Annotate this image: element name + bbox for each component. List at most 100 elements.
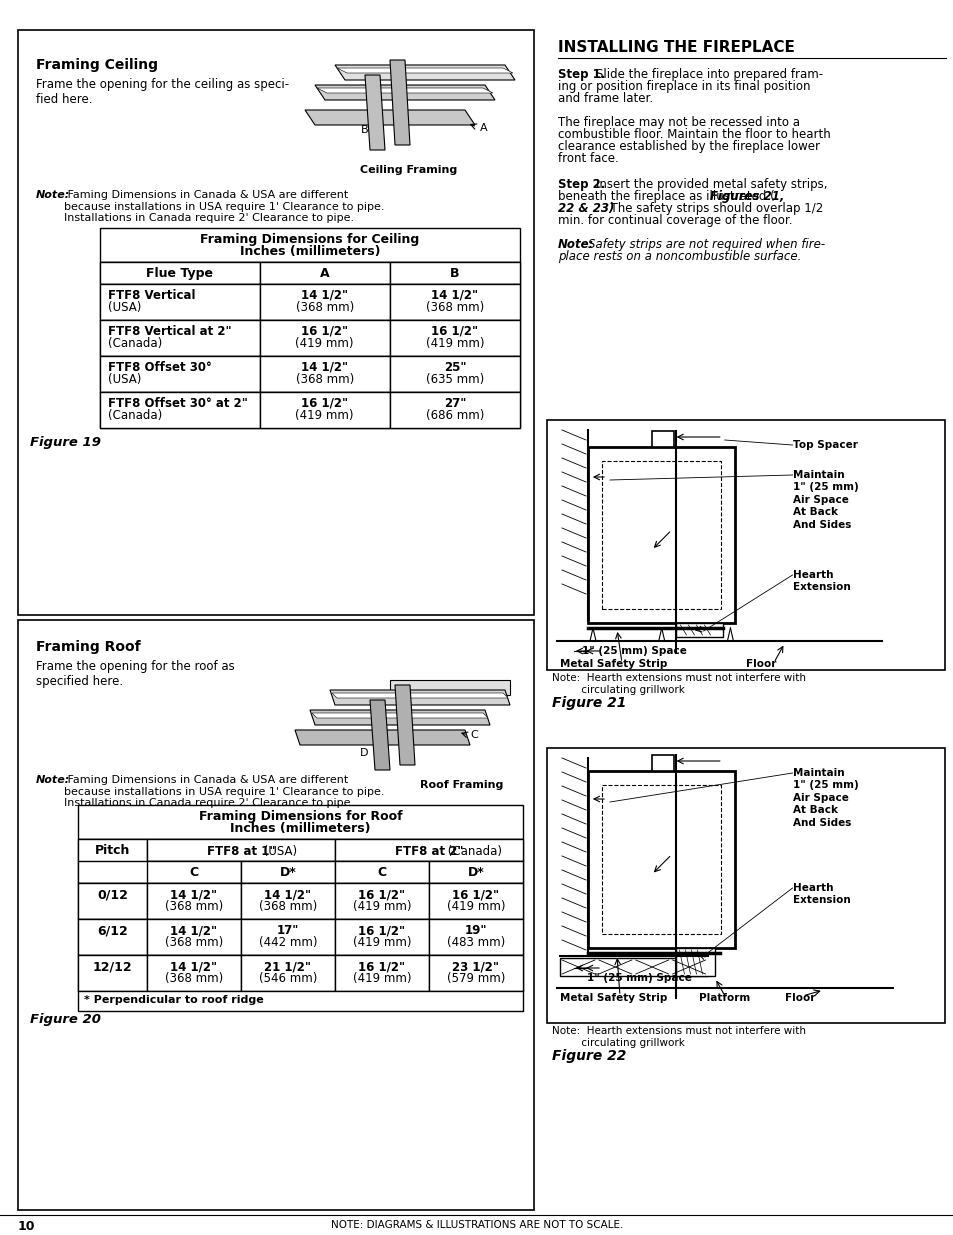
Text: beneath the fireplace as illustrated (: beneath the fireplace as illustrated ( (558, 190, 774, 203)
Text: D: D (359, 748, 368, 758)
Text: 22 & 23): 22 & 23) (558, 203, 614, 215)
Bar (78, 839, 522, 861)
Bar (100, 391, 519, 429)
Text: 19": 19" (464, 924, 487, 937)
Text: 23 1/2": 23 1/2" (452, 960, 499, 973)
Bar (335, 919, 429, 955)
Bar (100, 356, 519, 391)
Text: (546 mm): (546 mm) (258, 972, 316, 986)
Text: 14 1/2": 14 1/2" (431, 289, 478, 303)
Bar (651, 431, 673, 447)
Text: Slide the fireplace into prepared fram-: Slide the fireplace into prepared fram- (596, 68, 822, 82)
Text: 6/12: 6/12 (97, 925, 128, 937)
Text: Maintain
1" (25 mm)
Air Space
At Back
And Sides: Maintain 1" (25 mm) Air Space At Back An… (792, 768, 858, 827)
Text: 12/12: 12/12 (92, 961, 132, 973)
Bar (147, 861, 241, 883)
Bar (18, 620, 534, 1210)
Text: C: C (190, 866, 198, 879)
Bar (429, 919, 522, 955)
Text: Flue Type: Flue Type (146, 267, 213, 280)
Text: (419 mm): (419 mm) (295, 409, 354, 422)
Text: Safety strips are not required when fire-: Safety strips are not required when fire… (587, 238, 824, 251)
Bar (78, 955, 147, 990)
Text: Figure 22: Figure 22 (552, 1049, 626, 1063)
Text: Inches (millimeters): Inches (millimeters) (230, 823, 371, 835)
Bar (100, 284, 519, 320)
Text: Framing Dimensions for Ceiling: Framing Dimensions for Ceiling (200, 233, 419, 246)
Text: NOTE: DIAGRAMS & ILLUSTRATIONS ARE NOT TO SCALE.: NOTE: DIAGRAMS & ILLUSTRATIONS ARE NOT T… (331, 1220, 622, 1230)
Bar (147, 919, 241, 955)
Bar (147, 839, 335, 861)
Bar (335, 883, 429, 919)
Bar (546, 420, 944, 671)
Bar (259, 356, 390, 391)
Text: 27": 27" (443, 396, 466, 410)
Text: (419 mm): (419 mm) (353, 972, 411, 986)
Text: 16 1/2": 16 1/2" (358, 888, 405, 902)
Bar (390, 391, 519, 429)
Text: Metal Safety Strip: Metal Safety Strip (559, 993, 667, 1003)
Polygon shape (305, 110, 475, 125)
Text: (686 mm): (686 mm) (425, 409, 483, 422)
Text: Pitch: Pitch (94, 845, 130, 857)
Text: B: B (450, 267, 459, 280)
Text: (483 mm): (483 mm) (446, 936, 504, 948)
Bar (78, 990, 522, 1011)
Bar (100, 320, 519, 356)
Text: 14 1/2": 14 1/2" (171, 888, 217, 902)
Bar (335, 955, 429, 990)
Bar (100, 320, 259, 356)
Bar (335, 861, 429, 883)
Text: FTF8 Offset 30° at 2": FTF8 Offset 30° at 2" (108, 396, 248, 410)
Polygon shape (294, 730, 470, 745)
Bar (78, 861, 522, 883)
Bar (429, 883, 522, 919)
Polygon shape (330, 690, 510, 705)
Text: Figure 20: Figure 20 (30, 1013, 101, 1026)
Text: 14 1/2": 14 1/2" (301, 361, 348, 374)
Text: Note:: Note: (36, 776, 71, 785)
Bar (78, 839, 147, 883)
Text: 17": 17" (276, 924, 299, 937)
Text: ing or position fireplace in its final position: ing or position fireplace in its final p… (558, 80, 810, 93)
Text: 25": 25" (443, 361, 466, 374)
Polygon shape (395, 685, 415, 764)
Text: Note:  Hearth extensions must not interfere with
         circulating grillwork: Note: Hearth extensions must not interfe… (552, 673, 805, 694)
Bar (241, 919, 335, 955)
Polygon shape (332, 693, 507, 698)
Bar (259, 284, 390, 320)
Text: 16 1/2": 16 1/2" (301, 325, 348, 338)
Bar (429, 861, 522, 883)
Text: (579 mm): (579 mm) (446, 972, 505, 986)
Bar (587, 771, 735, 948)
Text: (419 mm): (419 mm) (353, 900, 411, 913)
Bar (676, 948, 715, 976)
Text: (635 mm): (635 mm) (425, 373, 483, 387)
Text: Step 2.: Step 2. (558, 178, 605, 191)
Text: (368 mm): (368 mm) (165, 972, 223, 986)
Bar (390, 320, 519, 356)
Text: front face.: front face. (558, 152, 618, 165)
Text: Step 1.: Step 1. (558, 68, 605, 82)
Text: (368 mm): (368 mm) (425, 301, 483, 314)
Polygon shape (335, 65, 515, 80)
Bar (559, 958, 707, 976)
Bar (78, 955, 522, 990)
Bar (78, 919, 522, 955)
Text: FTF8 Offset 30°: FTF8 Offset 30° (108, 361, 212, 374)
Bar (78, 919, 147, 955)
Text: (USA): (USA) (108, 301, 141, 314)
Bar (676, 622, 722, 637)
Text: C: C (377, 866, 386, 879)
Polygon shape (365, 75, 385, 149)
Text: Frame the opening for the ceiling as speci-
fied here.: Frame the opening for the ceiling as spe… (36, 78, 289, 106)
Text: 16 1/2": 16 1/2" (358, 960, 405, 973)
Text: Platform: Platform (699, 993, 750, 1003)
Text: Insert the provided metal safety strips,: Insert the provided metal safety strips, (596, 178, 826, 191)
Text: (419 mm): (419 mm) (353, 936, 411, 948)
Text: Top Spacer: Top Spacer (792, 440, 857, 450)
Text: (419 mm): (419 mm) (295, 337, 354, 350)
Text: FTF8 at 1": FTF8 at 1" (207, 845, 275, 858)
Bar (100, 284, 259, 320)
Bar (601, 461, 720, 609)
